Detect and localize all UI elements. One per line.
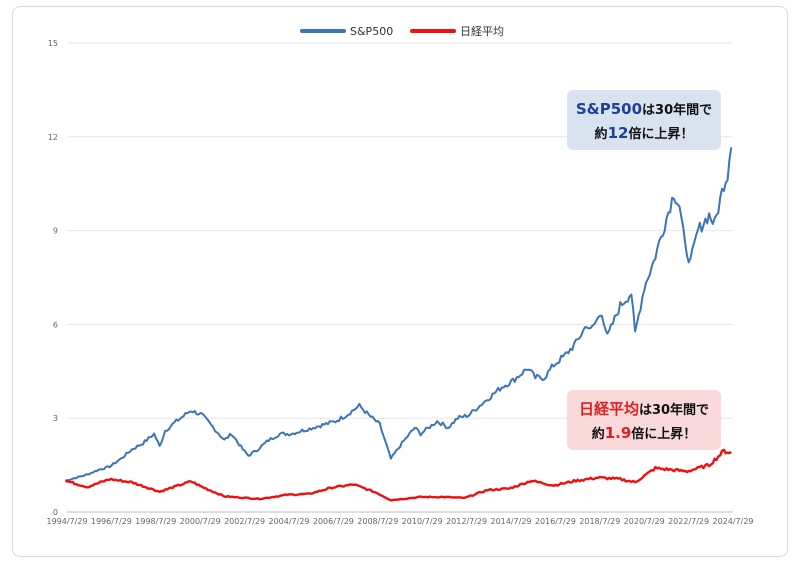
callout-line1-suffix: は30年間で [638,403,710,418]
x-tick-label: 2020/7/29 [624,517,665,526]
y-tick-label: 9 [53,227,58,236]
legend-label: S&P500 [350,25,393,38]
x-tick-label: 2014/7/29 [490,517,531,526]
callout-series-label: S&P500 [575,100,643,118]
x-tick-label: 2006/7/29 [313,517,354,526]
y-tick-label: 3 [53,414,58,423]
legend: S&P500 日経平均 [282,20,540,42]
x-tick-label: 2000/7/29 [180,517,221,526]
callout-line1-suffix: は30年間で [642,103,713,118]
x-tick-label: 2018/7/29 [579,517,620,526]
x-tick-label: 2024/7/29 [712,517,753,526]
nikkei-callout: 日経平均は30年間で 約1.9倍に上昇！ [567,390,721,450]
y-tick-label: 12 [48,133,58,142]
callout-line2-suffix: 倍に上昇！ [631,427,697,442]
x-tick-label: 2010/7/29 [402,517,443,526]
series-line [64,147,733,482]
x-tick-label: 2004/7/29 [268,517,309,526]
series-line [65,448,732,502]
callout-series-label: 日経平均 [578,400,639,418]
x-tick-label: 1998/7/29 [135,517,176,526]
x-axis-ticks: 1994/7/29 1996/7/29 1998/7/29 2000/7/29 2002… [46,517,753,526]
y-tick-label: 6 [53,320,58,329]
callout-highlight-value: 1.9 [604,424,632,442]
x-tick-label: 2008/7/29 [357,517,398,526]
legend-label: 日経平均 [460,25,504,38]
sp500-callout: S&P500は30年間で 約12倍に上昇！ [567,90,721,150]
callout-line2-prefix: 約 [591,427,605,442]
y-axis-ticks: 0 3 6 9 12 15 [48,39,58,517]
y-tick-label: 15 [48,39,58,48]
callout-line2-suffix: 倍に上昇！ [628,127,694,142]
callout-highlight-value: 12 [607,124,629,142]
x-tick-label: 2022/7/29 [668,517,709,526]
x-tick-label: 1996/7/29 [91,517,132,526]
x-tick-label: 2012/7/29 [446,517,487,526]
x-tick-label: 2016/7/29 [535,517,576,526]
y-tick-label: 0 [53,508,58,517]
series-lines [64,147,733,502]
x-tick-label: 1994/7/29 [46,517,87,526]
x-tick-label: 2002/7/29 [224,517,265,526]
callout-line2-prefix: 約 [594,127,608,142]
